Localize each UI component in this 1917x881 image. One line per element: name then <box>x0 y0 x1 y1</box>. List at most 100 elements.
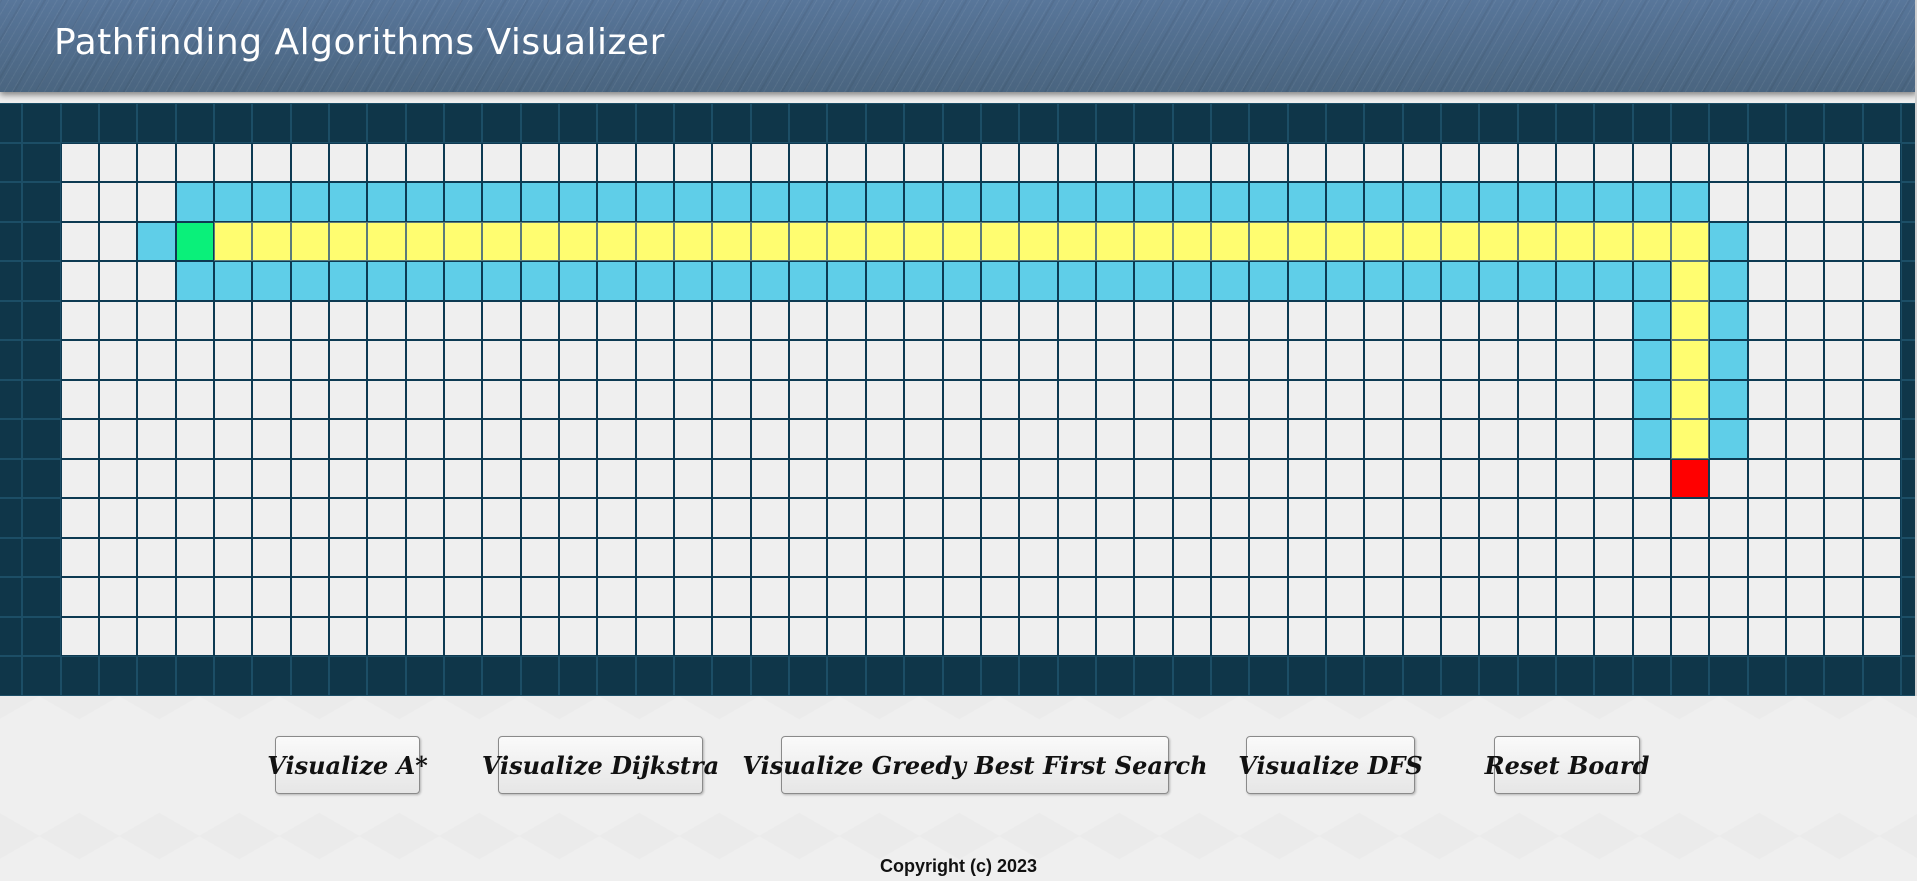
grid-cell[interactable] <box>176 380 214 419</box>
wall-cell[interactable] <box>1479 656 1518 696</box>
visited-cell[interactable] <box>291 182 329 222</box>
path-cell[interactable] <box>1556 222 1594 261</box>
grid-cell[interactable] <box>1863 498 1901 538</box>
grid-cell[interactable] <box>444 498 482 538</box>
grid-cell[interactable] <box>1709 143 1748 182</box>
grid-cell[interactable] <box>214 143 252 182</box>
grid-cell[interactable] <box>1633 538 1671 577</box>
grid-cell[interactable] <box>1134 538 1173 577</box>
path-cell[interactable] <box>406 222 444 261</box>
path-cell[interactable] <box>1019 222 1058 261</box>
grid-cell[interactable] <box>1671 617 1709 656</box>
grid-cell[interactable] <box>1556 459 1594 498</box>
grid-cell[interactable] <box>943 617 981 656</box>
grid-cell[interactable] <box>99 498 137 538</box>
grid-cell[interactable] <box>1211 498 1249 538</box>
grid-cell[interactable] <box>176 419 214 459</box>
grid-cell[interactable] <box>1403 459 1441 498</box>
grid-cell[interactable] <box>1058 340 1096 380</box>
grid-cell[interactable] <box>1786 301 1824 340</box>
grid-cell[interactable] <box>1058 143 1096 182</box>
grid-cell[interactable] <box>444 340 482 380</box>
grid-cell[interactable] <box>1326 498 1364 538</box>
path-cell[interactable] <box>1594 222 1633 261</box>
grid-cell[interactable] <box>1748 340 1786 380</box>
grid-cell[interactable] <box>329 143 367 182</box>
grid-cell[interactable] <box>137 577 176 617</box>
grid-cell[interactable] <box>1824 498 1863 538</box>
path-cell[interactable] <box>1479 222 1518 261</box>
grid-cell[interactable] <box>137 143 176 182</box>
wall-cell[interactable] <box>1556 656 1594 696</box>
visited-cell[interactable] <box>329 182 367 222</box>
grid-cell[interactable] <box>444 577 482 617</box>
grid-cell[interactable] <box>1786 617 1824 656</box>
grid-cell[interactable] <box>291 143 329 182</box>
grid-cell[interactable] <box>636 617 674 656</box>
grid-cell[interactable] <box>1786 261 1824 301</box>
wall-cell[interactable] <box>981 656 1019 696</box>
grid-cell[interactable] <box>1134 340 1173 380</box>
grid-cell[interactable] <box>61 143 99 182</box>
wall-cell[interactable] <box>0 617 22 656</box>
scrollbar[interactable] <box>1915 0 1917 700</box>
wall-cell[interactable] <box>1901 143 1917 182</box>
visited-cell[interactable] <box>1211 182 1249 222</box>
grid-cell[interactable] <box>1058 498 1096 538</box>
grid-cell[interactable] <box>674 380 712 419</box>
wall-cell[interactable] <box>22 222 61 261</box>
grid-cell[interactable] <box>176 459 214 498</box>
grid-cell[interactable] <box>1211 617 1249 656</box>
wall-cell[interactable] <box>1901 498 1917 538</box>
grid-cell[interactable] <box>1326 577 1364 617</box>
visited-cell[interactable] <box>1709 380 1748 419</box>
grid-cell[interactable] <box>367 577 406 617</box>
grid-cell[interactable] <box>291 301 329 340</box>
wall-cell[interactable] <box>1901 222 1917 261</box>
wall-cell[interactable] <box>0 656 22 696</box>
wall-cell[interactable] <box>1326 103 1364 143</box>
grid-cell[interactable] <box>1096 419 1134 459</box>
grid-cell[interactable] <box>137 617 176 656</box>
path-cell[interactable] <box>1058 222 1096 261</box>
path-cell[interactable] <box>559 222 597 261</box>
wall-cell[interactable] <box>981 103 1019 143</box>
grid-cell[interactable] <box>61 261 99 301</box>
wall-cell[interactable] <box>636 656 674 696</box>
path-cell[interactable] <box>1096 222 1134 261</box>
visualize-astar-button[interactable]: Visualize A* <box>267 736 428 794</box>
grid-cell[interactable] <box>712 143 751 182</box>
path-cell[interactable] <box>1671 340 1709 380</box>
visited-cell[interactable] <box>1134 182 1173 222</box>
grid-cell[interactable] <box>1479 380 1518 419</box>
grid-cell[interactable] <box>827 143 866 182</box>
grid-cell[interactable] <box>1709 459 1748 498</box>
grid-cell[interactable] <box>1211 340 1249 380</box>
visited-cell[interactable] <box>827 182 866 222</box>
grid-cell[interactable] <box>99 301 137 340</box>
reset-board-button[interactable]: Reset Board <box>1485 736 1649 794</box>
wall-cell[interactable] <box>751 103 789 143</box>
grid-cell[interactable] <box>1594 617 1633 656</box>
grid-cell[interactable] <box>99 222 137 261</box>
grid-cell[interactable] <box>1594 419 1633 459</box>
wall-cell[interactable] <box>0 459 22 498</box>
wall-cell[interactable] <box>1786 656 1824 696</box>
wall-cell[interactable] <box>291 103 329 143</box>
wall-cell[interactable] <box>1901 617 1917 656</box>
grid-cell[interactable] <box>712 577 751 617</box>
wall-cell[interactable] <box>1901 340 1917 380</box>
grid-cell[interactable] <box>1364 617 1403 656</box>
grid-cell[interactable] <box>943 419 981 459</box>
wall-cell[interactable] <box>0 538 22 577</box>
grid-cell[interactable] <box>1594 459 1633 498</box>
visited-cell[interactable] <box>674 182 712 222</box>
grid-cell[interactable] <box>1019 143 1058 182</box>
wall-cell[interactable] <box>1249 656 1288 696</box>
visited-cell[interactable] <box>214 261 252 301</box>
wall-cell[interactable] <box>866 103 904 143</box>
grid-cell[interactable] <box>1249 340 1288 380</box>
visited-cell[interactable] <box>176 261 214 301</box>
grid-cell[interactable] <box>137 459 176 498</box>
visited-cell[interactable] <box>1211 261 1249 301</box>
